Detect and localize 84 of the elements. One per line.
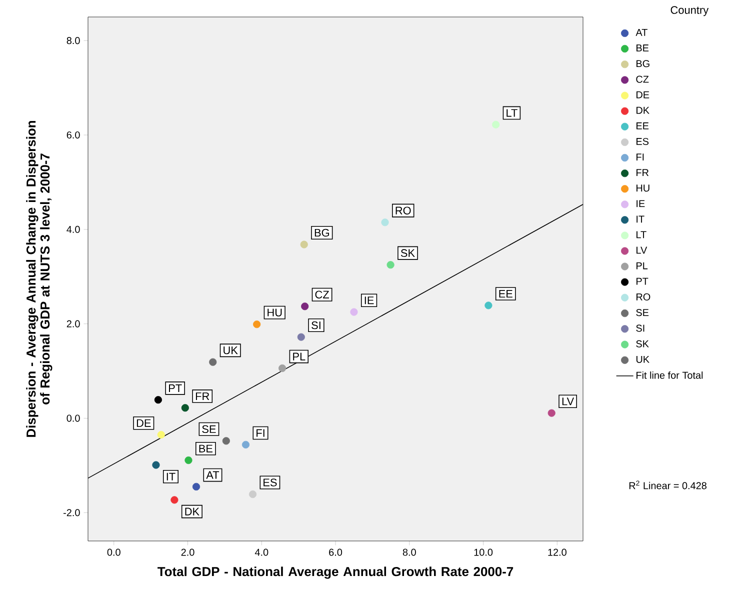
y-tick-label: 6.0: [66, 131, 80, 139]
point: [548, 409, 556, 417]
text: PT: [168, 384, 182, 392]
x-tick-label: 6.0: [329, 548, 342, 556]
y-axis-title: Dispersion - Average Annual Change in Dispersion of Regional GDP at NUTS 3 level, 2000-7: [26, 121, 52, 437]
text: ES: [264, 478, 277, 486]
point: [253, 320, 261, 328]
legend-label: HU: [636, 184, 650, 192]
text: FI: [256, 429, 264, 437]
legend-label: SE: [636, 309, 649, 316]
text: PL: [293, 352, 306, 360]
legend-label: AT: [636, 29, 648, 36]
text: LV: [562, 398, 574, 406]
point: [242, 440, 250, 448]
x-tick-label: 4.0: [254, 548, 268, 556]
point: [192, 482, 200, 490]
point: [170, 496, 178, 504]
text: AT: [206, 471, 220, 479]
legend-label: ES: [636, 138, 649, 146]
legend-label: LV: [636, 246, 648, 254]
x-tick-label: 10.0: [474, 548, 493, 556]
point: [152, 461, 160, 469]
point: [181, 404, 189, 412]
point: [350, 308, 358, 316]
text: LT: [506, 109, 518, 117]
y-tick-label: 2.0: [66, 320, 80, 328]
point: [386, 261, 394, 269]
legend-label: LT: [636, 231, 646, 238]
point: [278, 364, 286, 372]
y-tick-label: 8.0: [66, 37, 80, 44]
point: [301, 302, 309, 310]
point: [209, 358, 217, 366]
text: IT: [166, 472, 176, 480]
x-axis-title: Total GDP - National Average Annual Growth Rate 2000-7: [158, 566, 514, 579]
text: SK: [400, 249, 415, 257]
text: SI: [312, 321, 320, 330]
x-tick-label: 12.0: [548, 548, 566, 556]
text: FR: [196, 392, 210, 400]
text: IE: [364, 296, 374, 304]
legend-label: FI: [636, 154, 644, 160]
legend-label: IE: [636, 200, 645, 208]
point: [297, 333, 305, 341]
legend-label: DE: [636, 91, 650, 98]
text: R$^{2}$ Linear = 0.428: [629, 480, 706, 490]
x-tick-label: 8.0: [402, 548, 416, 556]
point: [184, 456, 192, 464]
y-tick-label: 4.0: [66, 226, 80, 233]
text: BG: [314, 228, 330, 237]
point: [157, 430, 165, 439]
text: DE: [136, 419, 151, 427]
legend-label: IT: [636, 216, 644, 223]
text: BE: [199, 444, 213, 452]
legend-label: SI: [636, 324, 644, 332]
text: RO: [396, 206, 411, 214]
legend-label: Fit line for Total: [636, 371, 703, 379]
legend-title: Country: [670, 6, 709, 16]
legend-label: RO: [636, 293, 650, 300]
text: CZ: [315, 290, 329, 298]
legend-label: CZ: [636, 76, 649, 83]
point: [381, 218, 389, 226]
text: HU: [268, 308, 282, 316]
legend-label: SK: [636, 340, 649, 348]
legend-label: UK: [636, 356, 650, 363]
point: [300, 240, 308, 248]
legend-label: BG: [636, 60, 650, 68]
y-tick-label: -2.0: [64, 509, 80, 516]
point: [222, 437, 230, 445]
text: SE: [202, 425, 216, 434]
point: [154, 396, 162, 404]
legend-label: PL: [636, 262, 648, 270]
legend-label: BE: [636, 44, 649, 52]
point: [492, 120, 500, 128]
point: [248, 490, 257, 498]
point: [484, 302, 492, 310]
x-tick-label: 2.0: [181, 548, 194, 556]
text: DK: [185, 508, 200, 516]
legend-label: DK: [636, 106, 650, 114]
legend-label: PT: [636, 278, 648, 285]
text: UK: [224, 346, 238, 354]
x-tick-label: 0.0: [107, 548, 120, 556]
legend-label: FR: [636, 169, 649, 176]
legend-label: EE: [636, 122, 649, 130]
y-tick-label: 0.0: [66, 414, 80, 422]
text: EE: [499, 290, 512, 298]
